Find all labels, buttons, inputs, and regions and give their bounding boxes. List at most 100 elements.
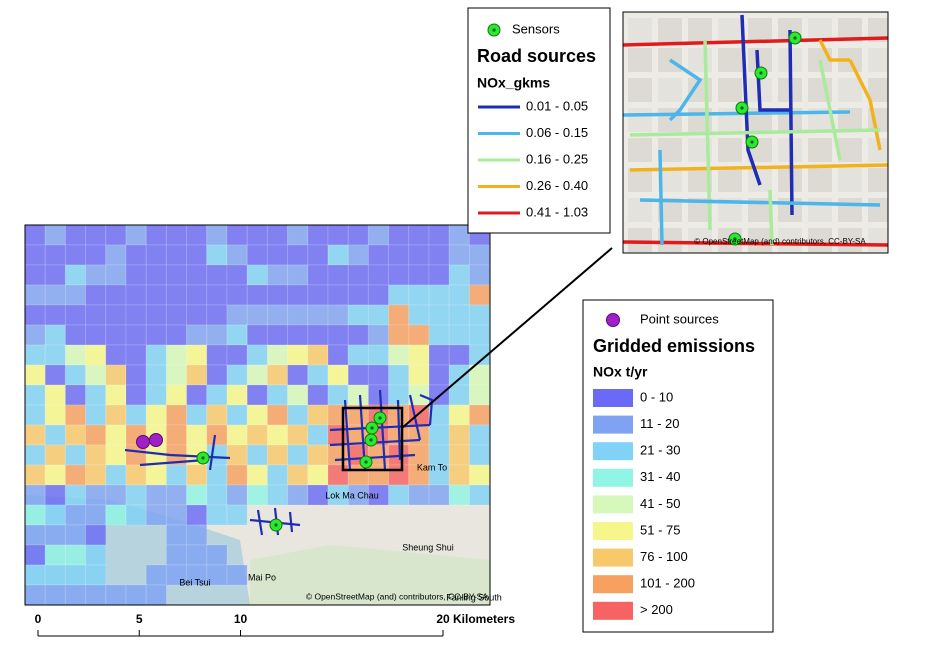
grid-cell [226,464,248,486]
grid-cell [186,524,208,546]
grid-cell [468,324,490,346]
block [868,168,888,192]
grid-cell [428,264,450,286]
grid-cell [165,284,188,306]
grid-cell [145,225,167,246]
legend-label: 0 - 10 [640,389,673,404]
sensor-dot [364,460,368,464]
grid-cell [246,244,268,266]
grid-cell [468,424,490,446]
road [343,399,352,471]
road [668,58,703,122]
legend-label: 41 - 50 [640,496,680,511]
grid-cell [307,384,329,406]
grid-cell [105,225,127,246]
grid-cell [165,304,188,326]
grid-cell [44,284,66,306]
grid-cell [408,364,430,386]
block [838,138,862,162]
grid-cell [388,244,410,266]
grid-cell [25,484,46,506]
legend-label: 101 - 200 [640,576,695,591]
grid-cell [145,264,167,286]
grid-cell [327,324,349,346]
grid-cell [448,284,470,306]
grid-cell [64,344,87,366]
grid-cell [388,364,410,386]
grid-cell [307,344,329,366]
grid-cell [307,424,329,446]
grid-cell [468,484,490,506]
grid-cell [287,464,309,486]
grid-cell [145,324,167,346]
grid-cell [428,225,450,246]
block [718,48,742,72]
block [658,138,682,162]
grid-cell [287,364,309,386]
grid-cell [44,404,66,426]
grid-cell [44,344,66,366]
grid-cell [186,324,208,346]
grid-cell [206,364,228,386]
grid-cell [44,484,66,506]
block [838,228,862,252]
grid-cell [85,444,107,466]
grid-cell [408,304,430,326]
legend-label: 0.01 - 0.05 [526,98,588,113]
zoom-connector [401,247,613,429]
grid-cell [44,444,66,466]
grid-cell [408,244,430,266]
grid-cell [226,424,248,446]
grid-cell [266,225,289,246]
grid-cell [246,264,268,286]
grid-cell [307,244,329,266]
block [868,78,888,102]
sensor-dot [733,237,737,241]
grid-cell [307,364,329,386]
grid-cell [287,324,309,346]
grid-cell [145,584,167,605]
grid-cell [145,564,167,586]
grid-cell [246,225,268,246]
grid-cell [287,244,309,266]
grid-cell [64,584,87,605]
grid-legend: Point sources Gridded emissions NOx t/yr 0 … [582,299,774,633]
grid-cell [226,244,248,266]
legend-swatch [593,601,633,620]
grid-cell [266,484,289,506]
sensor-dot [369,438,373,442]
grid-cell [25,464,46,486]
grid-cell [44,324,66,346]
grid-cell [165,225,188,246]
grid-cell [287,384,309,406]
road [378,389,387,471]
grid-cell [347,264,369,286]
grid-cell [226,324,248,346]
attribution: © OpenStreetMap (and) contributors, CC-B… [306,591,488,601]
grid-cell [25,424,46,446]
grid-cell [468,404,490,426]
grid-cell [25,244,46,266]
grid-cell [468,264,490,286]
block [748,228,772,252]
grid-cell [408,324,430,346]
grid-cell [186,384,208,406]
grid-cell [428,364,450,386]
grid-cell [307,444,329,466]
grid-cell [226,484,248,506]
grid-cell [85,225,107,246]
grid-cell [428,424,450,446]
grid-cell [125,244,147,266]
grid-cell [347,364,369,386]
inset-map [623,12,888,253]
grid-cell [266,264,289,286]
legend-label: > 200 [640,602,673,617]
inset-frame [622,11,889,254]
grid-cell [448,404,470,426]
sensor-dot [370,426,374,430]
road [818,39,850,62]
grid-cell [428,324,450,346]
grid-cell [428,284,450,306]
block [688,228,712,252]
inset-blocks [628,18,888,252]
